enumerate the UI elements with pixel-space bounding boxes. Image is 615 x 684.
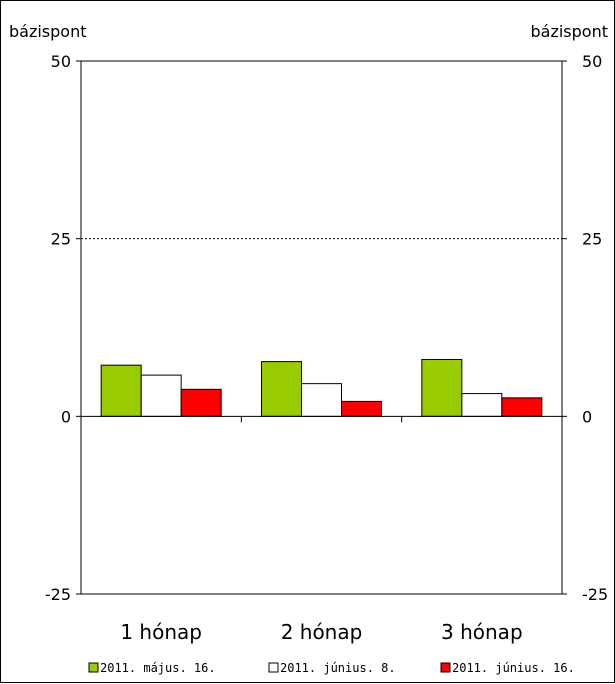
category-label: 2 hónap <box>281 620 363 644</box>
legend-swatch <box>268 662 279 673</box>
bar <box>501 397 543 417</box>
bar <box>261 361 302 417</box>
bars <box>100 358 543 417</box>
y-ticks-left: -25 0 25 50 <box>45 52 81 604</box>
category-labels: 1 hónap 2 hónap 3 hónap <box>120 620 522 644</box>
y-tick-label-right: 0 <box>582 407 592 426</box>
y-axis-title-left: bázispont <box>9 22 87 41</box>
legend-swatch <box>88 662 99 673</box>
plot-area <box>80 60 563 595</box>
bar <box>301 383 342 417</box>
y-tick-label-left: -25 <box>45 585 71 604</box>
y-axis-title-right: bázispont <box>531 22 609 41</box>
bar <box>421 358 463 417</box>
legend: 2011. május. 16. 2011. június. 8. 2011. jú… <box>88 661 575 675</box>
y-tick-label-right: 25 <box>582 230 602 249</box>
legend-entry: 2011. május. 16. <box>100 661 216 675</box>
category-label: 3 hónap <box>441 620 523 644</box>
bar <box>180 388 222 417</box>
x-ticks <box>240 416 403 423</box>
legend-entry: 2011. június. 16. <box>452 661 575 675</box>
bar <box>341 400 382 417</box>
y-tick-label-left: 0 <box>61 407 71 426</box>
category-label: 1 hónap <box>120 620 202 644</box>
y-tick-label-right: 50 <box>582 52 602 71</box>
y-ticks-right: -25 0 25 50 <box>562 52 608 604</box>
y-tick-label-left: 50 <box>51 52 71 71</box>
bar <box>461 393 503 417</box>
bar <box>140 374 182 417</box>
bar <box>100 364 142 417</box>
legend-entry: 2011. június. 8. <box>280 661 396 675</box>
y-tick-label-left: 25 <box>51 230 71 249</box>
legend-swatch <box>440 662 451 673</box>
y-tick-label-right: -25 <box>582 585 608 604</box>
